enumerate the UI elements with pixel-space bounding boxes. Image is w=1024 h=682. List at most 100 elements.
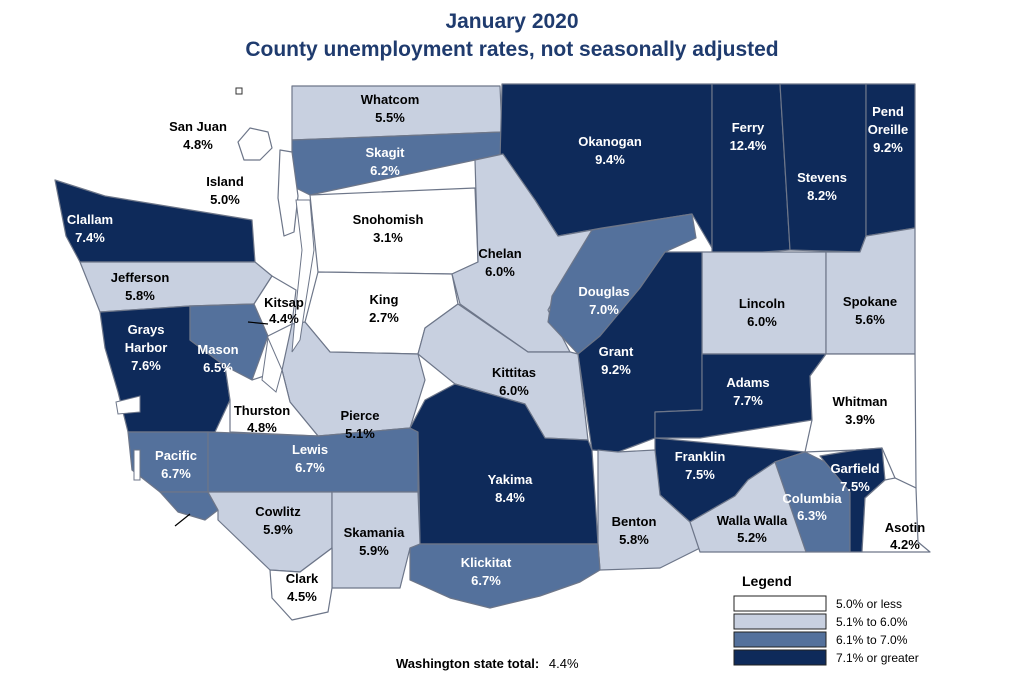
legend-swatch [733,649,827,666]
county-rate: 6.2% [370,163,400,178]
county-label-skamania: Skamania 5.9% [344,525,405,558]
county-label-ferry: Ferry 12.4% [730,120,767,153]
legend-label: 5.0% or less [836,597,902,611]
county-shape-asotin[interactable] [861,477,931,553]
county-rate: 5.0% [210,192,240,207]
county-name: Yakima [488,472,534,487]
county-rate: 6.5% [203,360,233,375]
county-name: Benton [612,514,657,529]
county-rate: 6.0% [485,264,515,279]
county-shape-san-juan[interactable] [237,127,273,161]
county-label-yakima: Yakima 8.4% [488,472,534,505]
leader-lines [174,321,269,527]
county-label-franklin: Franklin 7.5% [675,449,726,482]
county-label-lewis: Lewis 6.7% [292,442,328,475]
puget-sound-water [115,87,315,481]
map-subtitle: County unemployment rates, not seasonall… [245,38,779,61]
county-name: Grays [128,322,165,337]
county-label-jefferson: Jefferson 5.8% [111,270,170,303]
county-rate: 7.4% [75,230,105,245]
county-label-grant: Grant 9.2% [599,344,634,377]
county-label-whitman: Whitman 3.9% [833,394,888,427]
county-rate: 2.7% [369,310,399,325]
county-rate: 4.8% [247,420,277,435]
county-rate: 7.5% [840,479,870,494]
county-name: Snohomish [353,212,424,227]
county-shape-wahkiakum[interactable] [159,491,219,521]
county-label-san-juan: San Juan 4.8% [169,119,227,152]
county-name: Mason [197,342,238,357]
county-label-klickitat: Klickitat 6.7% [461,555,512,588]
county-rate: 9.2% [873,140,903,155]
legend-items: 5.0% or less 5.1% to 6.0% 6.1% to 7.0% 7.1%… [733,595,919,666]
county-name: Pacific [155,448,197,463]
state-total-value: 4.4% [548,656,579,671]
county-shape-thurston[interactable] [224,365,319,437]
county-name: Clark [286,571,319,586]
county-rate: 7.7% [733,393,763,408]
county-name: Kittitas [492,365,536,380]
county-name: Island [206,174,244,189]
state-total-label: Washington state total: [396,656,540,671]
county-name: Lewis [292,442,328,457]
county-label-spokane: Spokane 5.6% [843,294,897,327]
legend-title: Legend [742,573,792,589]
county-label-clark: Clark 4.5% [286,571,319,604]
legend: Legend 5.0% or less 5.1% to 6.0% 6.1% to 7… [733,573,919,666]
county-label-clallam: Clallam 7.4% [67,212,113,245]
county-shape-island[interactable] [277,149,299,237]
county-rate: 5.8% [125,288,155,303]
county-label-snohomish: Snohomish 3.1% [353,212,424,245]
county-name: Klickitat [461,555,512,570]
county-rate: 5.9% [263,522,293,537]
county-name: Stevens [797,170,847,185]
county-name: Franklin [675,449,726,464]
county-label-walla-walla: Walla Walla 5.2% [717,513,788,545]
legend-label: 6.1% to 7.0% [836,633,908,647]
county-label-garfield: Garfield 7.5% [830,461,879,494]
county-name: San Juan [169,119,227,134]
county-shape-kitsap[interactable] [253,275,297,337]
county-rate: 3.1% [373,230,403,245]
county-label-benton: Benton 5.8% [612,514,657,547]
county-label-chelan: Chelan 6.0% [478,246,521,279]
county-label-okanogan: Okanogan 9.4% [578,134,642,167]
county-rate: 5.8% [619,532,649,547]
county-rate: 7.5% [685,467,715,482]
county-label-kitsap: Kitsap 4.4% [264,295,304,326]
county-shape-klickitat[interactable] [409,543,601,609]
county-rate: 5.5% [375,110,405,125]
county-name: Whitman [833,394,888,409]
county-rate: 9.4% [595,152,625,167]
county-rate: 7.0% [589,302,619,317]
county-shape-clallam[interactable] [54,179,256,263]
county-name: Wahkiakum [104,533,176,548]
county-rate: 3.9% [845,412,875,427]
county-rate: 5.9% [359,543,389,558]
county-name: Columbia [782,491,842,506]
county-name: Oreille [868,122,908,137]
county-label-pierce: Pierce 5.1% [340,408,379,441]
county-rate: 8.4% [495,490,525,505]
state-total: Washington state total: 4.4% [396,656,579,671]
county-labels: Whatcom 5.5% San Juan 4.8% Skagit 6.2% Island 5… [67,92,925,604]
county-name: Asotin [885,520,926,535]
county-name: Clallam [67,212,113,227]
county-label-stevens: Stevens 8.2% [797,170,847,203]
county-name: Kitsap [264,295,304,310]
county-shape-clark[interactable] [269,547,333,621]
county-rate: 7.6% [131,358,161,373]
county-name: Harbor [125,340,168,355]
county-rate: 4.2% [890,537,920,552]
county-label-adams: Adams 7.7% [726,375,769,408]
county-label-thurston: Thurston 4.8% [234,403,290,435]
county-shape-skamania[interactable] [331,491,421,589]
legend-swatch [733,595,827,612]
county-shape-stevens[interactable] [779,83,867,253]
county-rate: 6.7% [161,466,191,481]
county-shape-ferry[interactable] [711,83,791,257]
county-name: Skamania [344,525,405,540]
county-label-asotin: Asotin 4.2% [885,520,926,552]
county-label-douglas: Douglas 7.0% [578,284,629,317]
